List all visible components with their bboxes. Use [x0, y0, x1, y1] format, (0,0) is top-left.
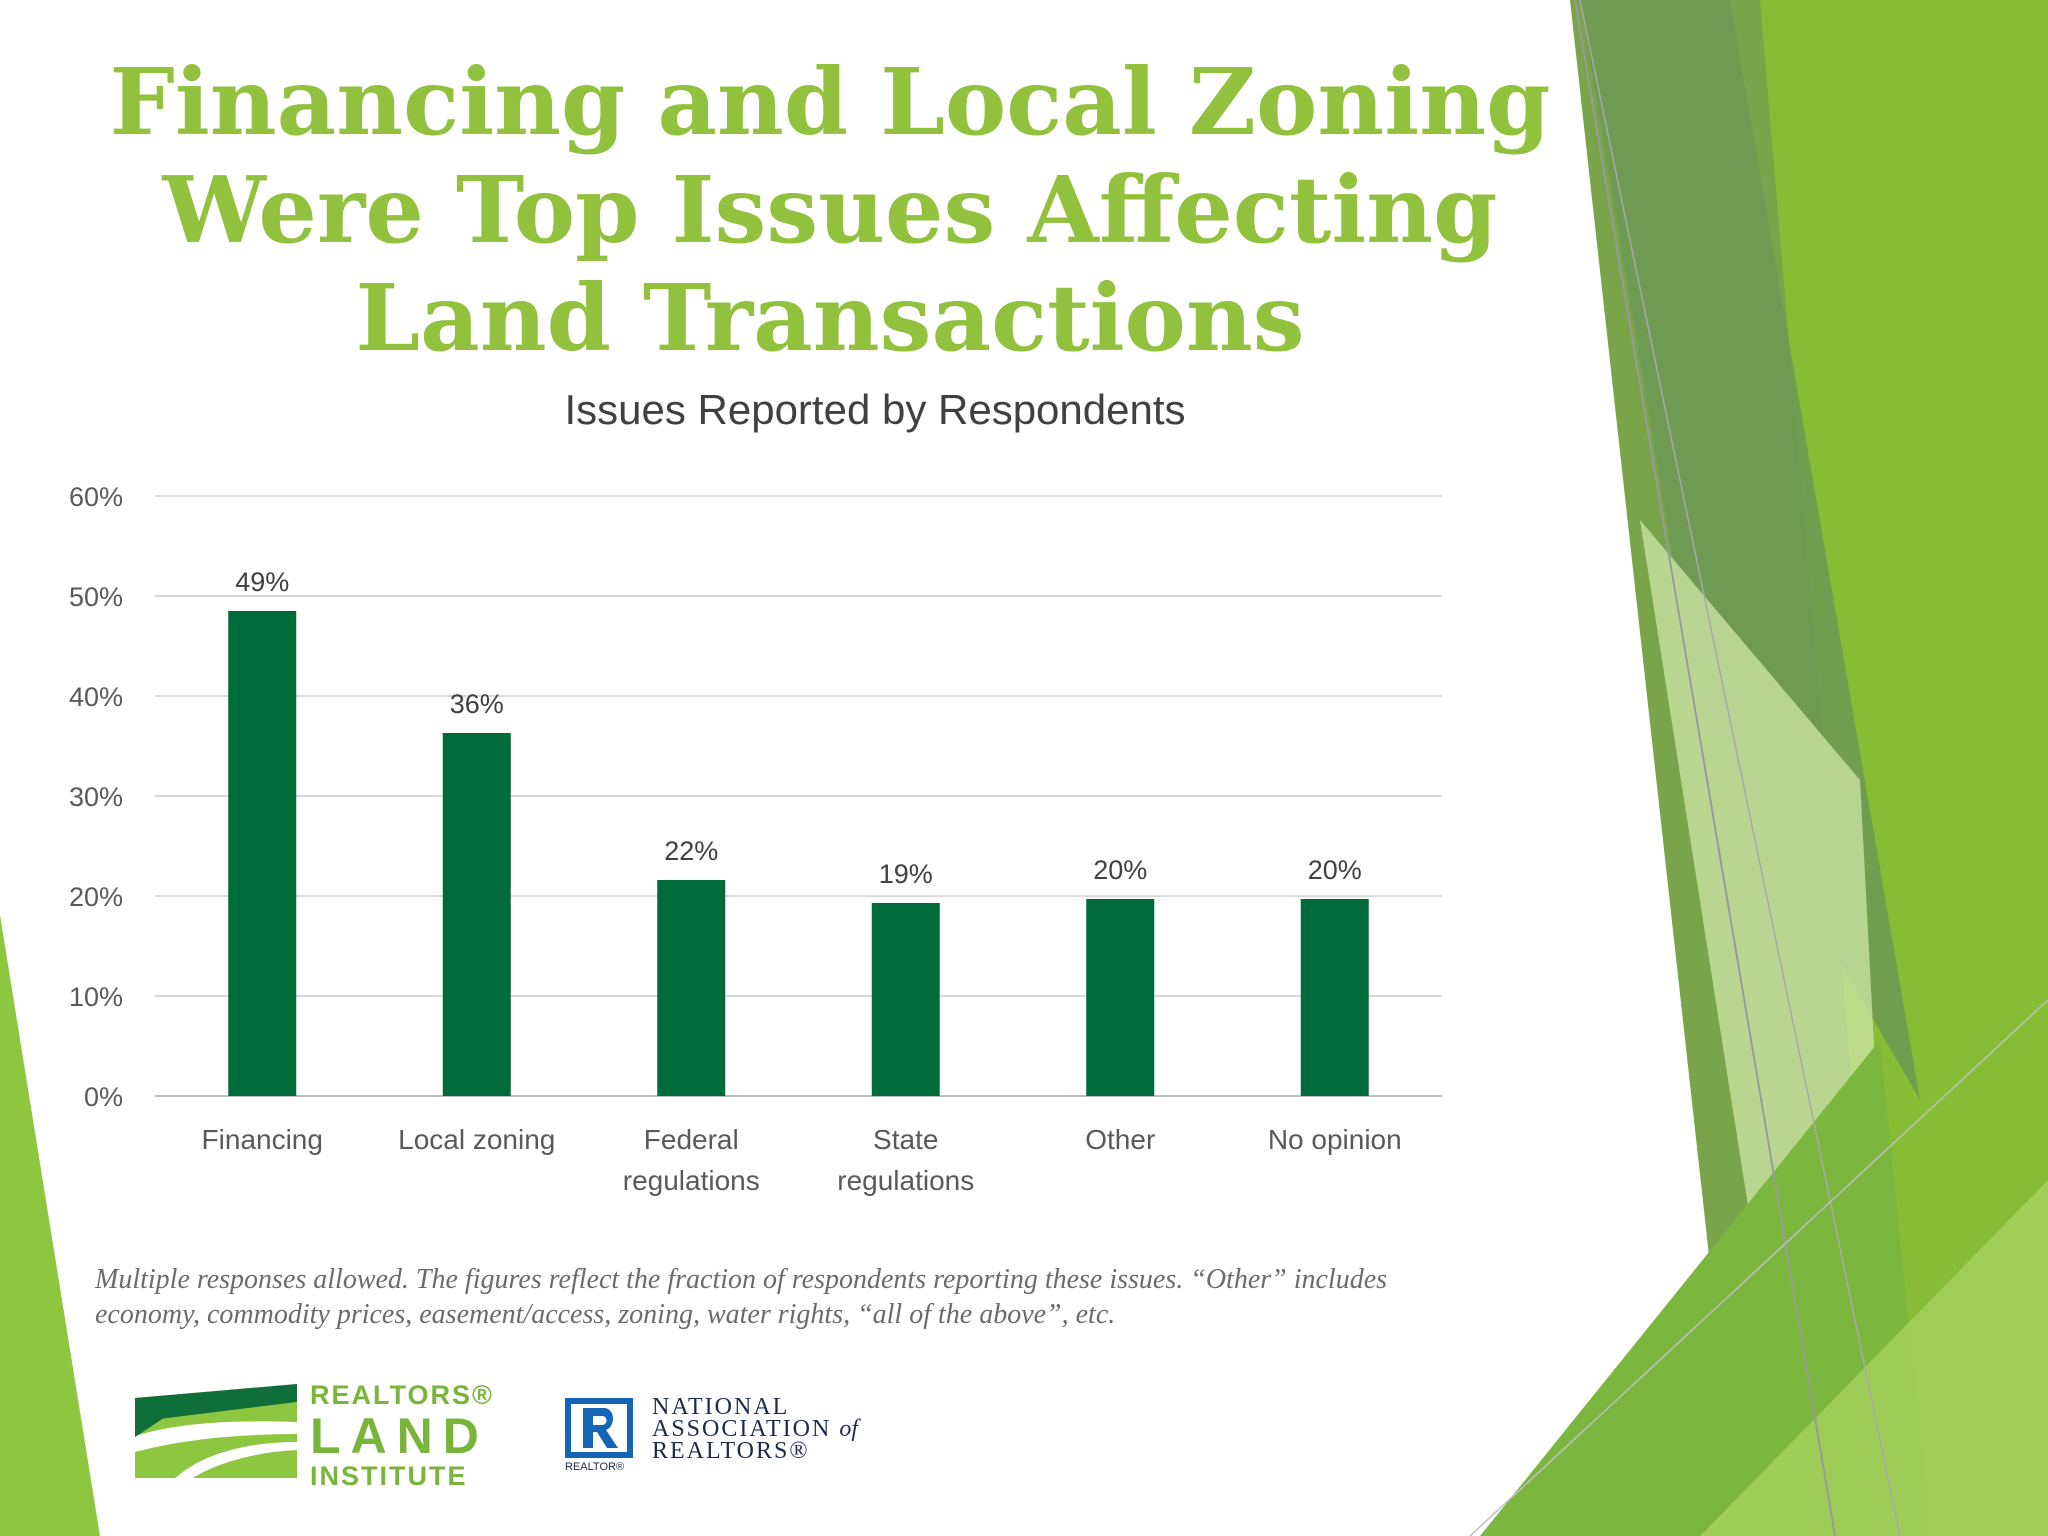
nar-line-3: REALTORS® [652, 1438, 810, 1464]
y-tick-label: 0% [84, 1082, 123, 1112]
nar-line-2: ASSOCIATION [652, 1416, 832, 1442]
rli-logo-icon [135, 1384, 297, 1478]
bar [871, 903, 940, 1096]
x-category-label: Financing [202, 1124, 323, 1155]
footnote: Multiple responses allowed. The figures … [95, 1262, 1555, 1332]
y-tick-label: 60% [69, 482, 123, 512]
data-label: 20% [1093, 855, 1147, 885]
bar-chart: 0% 10% 20% 30% 40% 50% 60% 49% Financing 36% Local… [69, 482, 1442, 1196]
data-label: 49% [235, 567, 289, 597]
rli-line-1: REALTORS® [310, 1380, 494, 1410]
bg-line-1 [1574, 0, 1836, 1536]
y-tick-label: 20% [69, 882, 123, 912]
nar-logo-text: NATIONAL ASSOCIATION of REALTORS® [652, 1394, 859, 1464]
y-tick-label: 40% [69, 682, 123, 712]
y-tick-label: 50% [69, 582, 123, 612]
footnote-line-1: Multiple responses allowed. The figures … [95, 1264, 1388, 1295]
bar [228, 611, 297, 1096]
nar-realtor-r-icon: REALTOR® [565, 1398, 633, 1473]
nar-line-2-wrap: ASSOCIATION of [652, 1416, 859, 1442]
y-tick-label: 30% [69, 782, 123, 812]
bg-triangle-left [0, 915, 100, 1536]
data-label: 20% [1308, 855, 1362, 885]
bg-triangle-bottom-light [1700, 1180, 2048, 1536]
chart-title: Issues Reported by Respondents [564, 386, 1186, 433]
slide-title: Financing and Local Zoning Were Top Issu… [90, 48, 1570, 372]
bg-triangle-green [1760, 0, 2048, 1536]
title-line-2: Were Top Issues Affecting [162, 156, 1498, 264]
bar [1086, 899, 1155, 1096]
x-category-label: regulations [623, 1165, 760, 1196]
x-category-label: Local zoning [398, 1124, 555, 1155]
nar-of: of [839, 1416, 859, 1442]
x-category-label: State [873, 1124, 938, 1155]
bg-line-3 [1469, 999, 2048, 1536]
footnote-line-2: economy, commodity prices, easement/acce… [95, 1299, 1116, 1330]
bar [1300, 899, 1369, 1096]
nar-line-1: NATIONAL [652, 1394, 790, 1420]
rli-line-3: INSTITUTE [310, 1461, 468, 1491]
nar-mark-caption: REALTOR® [565, 1461, 624, 1473]
rli-line-2: LAND [310, 1408, 489, 1464]
bg-line-2 [1579, 0, 1901, 1536]
rli-logo-text: REALTORS® LAND INSTITUTE [310, 1382, 494, 1490]
data-label: 36% [450, 689, 504, 719]
title-line-3: Land Transactions [355, 264, 1305, 372]
data-label: 19% [879, 859, 933, 889]
x-category-label: Federal [644, 1124, 739, 1155]
x-category-label: Other [1085, 1124, 1155, 1155]
data-label: 22% [664, 836, 718, 866]
x-category-label: regulations [837, 1165, 974, 1196]
y-tick-label: 10% [69, 982, 123, 1012]
x-category-label: No opinion [1268, 1124, 1402, 1155]
title-line-1: Financing and Local Zoning [109, 48, 1551, 156]
bar [442, 733, 511, 1096]
bar [657, 880, 726, 1096]
bg-triangle-bottom [1480, 1040, 1930, 1536]
